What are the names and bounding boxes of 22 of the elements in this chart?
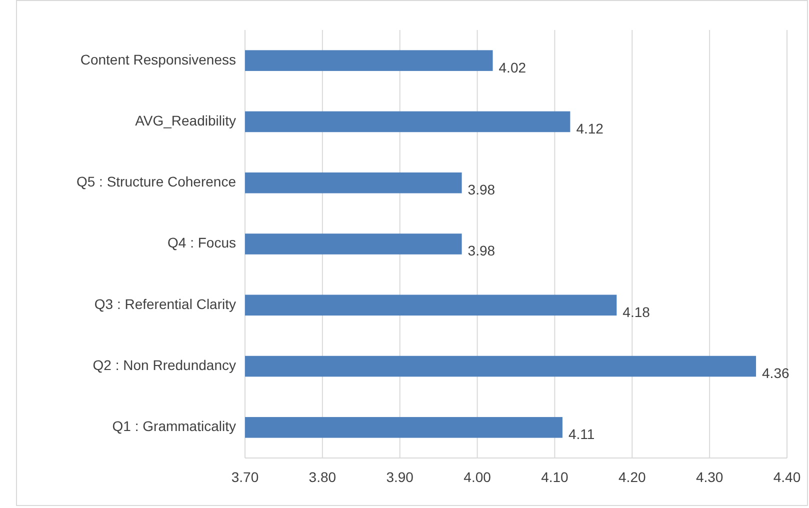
y-tick-label: Content Responsiveness [80, 51, 236, 68]
y-tick-label: Q2 : Non Rredundancy [92, 356, 236, 373]
data-label: 3.98 [468, 182, 496, 198]
x-tick-label: 4.40 [773, 469, 801, 485]
y-tick-label: Q3 : Referential Clarity [94, 296, 236, 312]
y-tick-label: Q5 : Structure Coherence [76, 174, 236, 190]
data-label: 4.02 [498, 59, 526, 76]
y-tick-label: Q4 : Focus [168, 234, 236, 251]
data-label: 4.11 [568, 426, 595, 442]
y-tick-label: Q1 : Grammaticality [112, 418, 236, 434]
data-label: 4.18 [622, 304, 650, 320]
x-tick-label: 3.80 [308, 469, 336, 485]
x-tick-label: 4.00 [464, 469, 492, 485]
x-tick-label: 3.90 [386, 469, 414, 485]
x-tick-label: 4.30 [696, 469, 724, 485]
data-label: 3.98 [468, 242, 496, 259]
data-label: 4.12 [576, 120, 604, 136]
data-label: 4.36 [762, 364, 790, 381]
x-tick-label: 4.10 [541, 469, 569, 485]
x-tick-label: 3.70 [231, 469, 259, 485]
y-tick-label: AVG_Readibility [135, 112, 236, 128]
x-tick-label: 4.20 [618, 469, 646, 485]
